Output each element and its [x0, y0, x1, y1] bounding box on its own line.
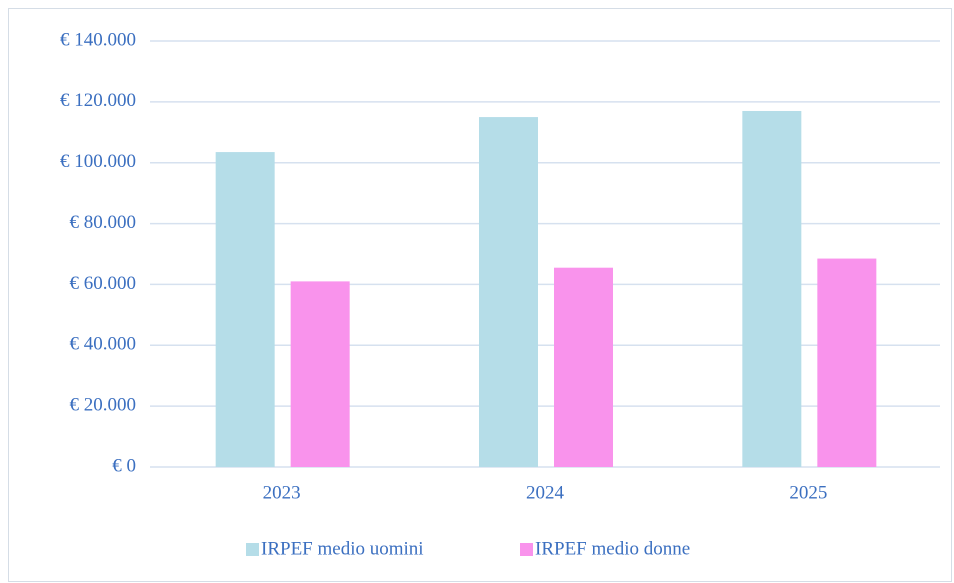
legend-swatch: [246, 543, 259, 556]
bar: [215, 152, 275, 468]
x-tick-label: 2025: [789, 482, 827, 503]
legend-label: IRPEF medio donne: [535, 538, 690, 559]
x-tick-label: 2023: [263, 482, 301, 503]
y-tick-label: € 0: [112, 455, 136, 476]
bar: [290, 281, 350, 467]
y-tick-label: € 60.000: [70, 273, 137, 294]
legend-swatch: [520, 543, 533, 556]
y-tick-label: € 40.000: [70, 334, 137, 355]
y-tick-label: € 20.000: [70, 395, 137, 416]
legend-label: IRPEF medio uomini: [261, 538, 424, 559]
bar: [554, 267, 613, 467]
bar: [742, 110, 802, 467]
bar: [817, 258, 877, 467]
y-tick-label: € 100.000: [60, 151, 136, 172]
y-tick-label: € 140.000: [60, 29, 136, 50]
y-tick-label: € 120.000: [60, 90, 136, 111]
y-tick-label: € 80.000: [70, 212, 137, 233]
bar: [479, 117, 538, 468]
x-tick-label: 2024: [526, 482, 565, 503]
